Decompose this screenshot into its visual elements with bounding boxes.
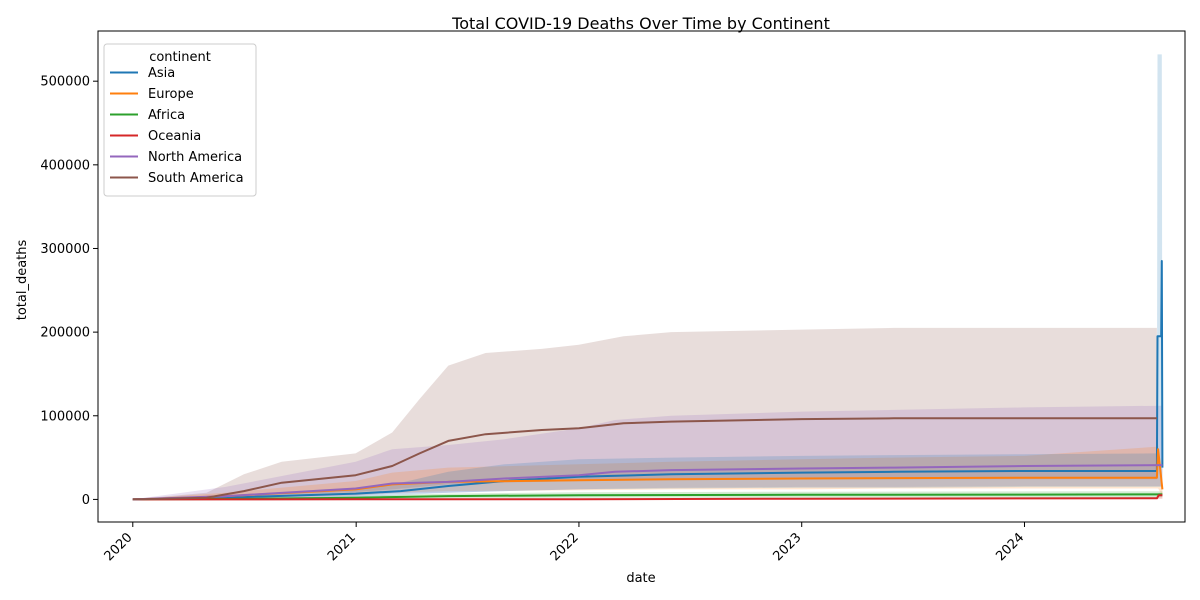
legend-entry-europe: Europe <box>148 87 194 102</box>
asia-line <box>132 260 1164 501</box>
y-tick-label: 300000 <box>40 242 90 257</box>
legend-frame <box>103 43 257 197</box>
x-axis-ticks: 2020 2021 2022 2023 2024 <box>102 522 1027 564</box>
north-america-confidence-band <box>132 405 1163 500</box>
south-america-line <box>132 417 1157 501</box>
axes-frame <box>97 30 1186 523</box>
north-america-line <box>132 464 1163 501</box>
legend-entry-asia: Asia <box>148 66 175 81</box>
chart-title: Total COVID-19 Deaths Over Time by Conti… <box>451 14 830 33</box>
oceania-line <box>132 494 1163 501</box>
legend-entry-oceania: Oceania <box>148 129 201 144</box>
legend-title: continent <box>149 50 211 65</box>
x-tick-label: 2022 <box>548 530 582 564</box>
x-tick-label: 2021 <box>325 530 359 564</box>
y-tick-label: 500000 <box>40 75 90 90</box>
south-america-confidence-band <box>132 327 1157 500</box>
x-tick-label: 2024 <box>993 530 1027 564</box>
legend-entry-north-america: North America <box>148 150 242 165</box>
y-axis-label: total_deaths <box>15 240 30 321</box>
y-axis-ticks: 0 100000 200000 300000 400000 500000 <box>40 75 98 508</box>
series-lines <box>132 260 1164 501</box>
y-tick-label: 400000 <box>40 158 90 173</box>
y-tick-label: 0 <box>82 493 90 508</box>
x-tick-label: 2023 <box>771 530 805 564</box>
legend: continent Asia Europe Africa Oceania North A… <box>103 43 257 197</box>
legend-entry-africa: Africa <box>148 108 185 123</box>
y-tick-label: 200000 <box>40 326 90 341</box>
x-axis-label: date <box>626 571 655 586</box>
asia-confidence-band <box>132 54 1163 500</box>
y-tick-label: 100000 <box>40 409 90 424</box>
legend-entry-south-america: South America <box>148 171 244 186</box>
x-tick-label: 2020 <box>102 530 136 564</box>
europe-confidence-band <box>132 445 1163 500</box>
confidence-bands <box>132 54 1163 500</box>
